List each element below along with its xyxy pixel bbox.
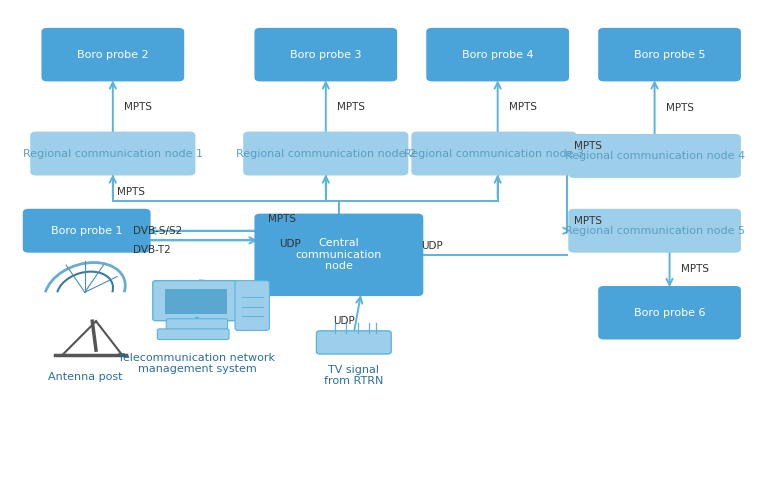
FancyBboxPatch shape (166, 319, 228, 329)
FancyBboxPatch shape (598, 286, 741, 340)
FancyBboxPatch shape (255, 28, 397, 81)
Text: Regional communication node 2: Regional communication node 2 (236, 148, 416, 159)
Text: MPTS: MPTS (574, 216, 602, 226)
Text: Regional communication node 4: Regional communication node 4 (564, 151, 744, 161)
Text: UDP: UDP (333, 316, 355, 326)
FancyBboxPatch shape (23, 209, 151, 253)
Text: Boro probe 5: Boro probe 5 (634, 50, 705, 60)
Text: MPTS: MPTS (117, 187, 145, 197)
Text: UDP: UDP (421, 241, 443, 251)
FancyBboxPatch shape (317, 331, 391, 354)
Text: MPTS: MPTS (337, 102, 365, 111)
FancyBboxPatch shape (411, 132, 577, 176)
Text: Boro probe 4: Boro probe 4 (462, 50, 534, 60)
Text: MPTS: MPTS (124, 102, 152, 111)
Text: Central
communication
node: Central communication node (296, 238, 382, 271)
Text: Boro probe 3: Boro probe 3 (290, 50, 361, 60)
Text: Regional communication node 1: Regional communication node 1 (23, 148, 203, 159)
FancyBboxPatch shape (42, 28, 185, 81)
FancyBboxPatch shape (165, 289, 227, 314)
Text: Antenna post: Antenna post (48, 372, 122, 382)
Text: MPTS: MPTS (574, 142, 602, 151)
FancyBboxPatch shape (153, 281, 238, 321)
FancyBboxPatch shape (568, 209, 741, 253)
Text: MPTS: MPTS (681, 264, 709, 274)
Text: Boro probe 6: Boro probe 6 (634, 308, 705, 318)
Text: DVB-T2: DVB-T2 (133, 245, 171, 255)
FancyBboxPatch shape (30, 132, 195, 176)
FancyBboxPatch shape (568, 134, 741, 178)
Text: Boro probe 2: Boro probe 2 (77, 50, 148, 60)
Text: DVB-S/S2: DVB-S/S2 (133, 226, 182, 236)
FancyBboxPatch shape (243, 132, 408, 176)
Text: Regional communication node 5: Regional communication node 5 (564, 226, 744, 236)
Text: Boro probe 1: Boro probe 1 (51, 226, 122, 236)
FancyBboxPatch shape (426, 28, 569, 81)
Text: MPTS: MPTS (268, 214, 296, 224)
Text: TV signal
from RTRN: TV signal from RTRN (325, 365, 384, 386)
Text: UDP: UDP (279, 239, 301, 249)
Text: MPTS: MPTS (666, 102, 694, 113)
Text: Regional communication node 3: Regional communication node 3 (404, 148, 584, 159)
FancyBboxPatch shape (255, 214, 423, 296)
FancyBboxPatch shape (235, 281, 269, 330)
FancyBboxPatch shape (158, 329, 229, 340)
Text: MPTS: MPTS (509, 102, 537, 111)
Text: Telecommunication network
management system: Telecommunication network management sys… (118, 352, 275, 374)
FancyBboxPatch shape (598, 28, 741, 81)
